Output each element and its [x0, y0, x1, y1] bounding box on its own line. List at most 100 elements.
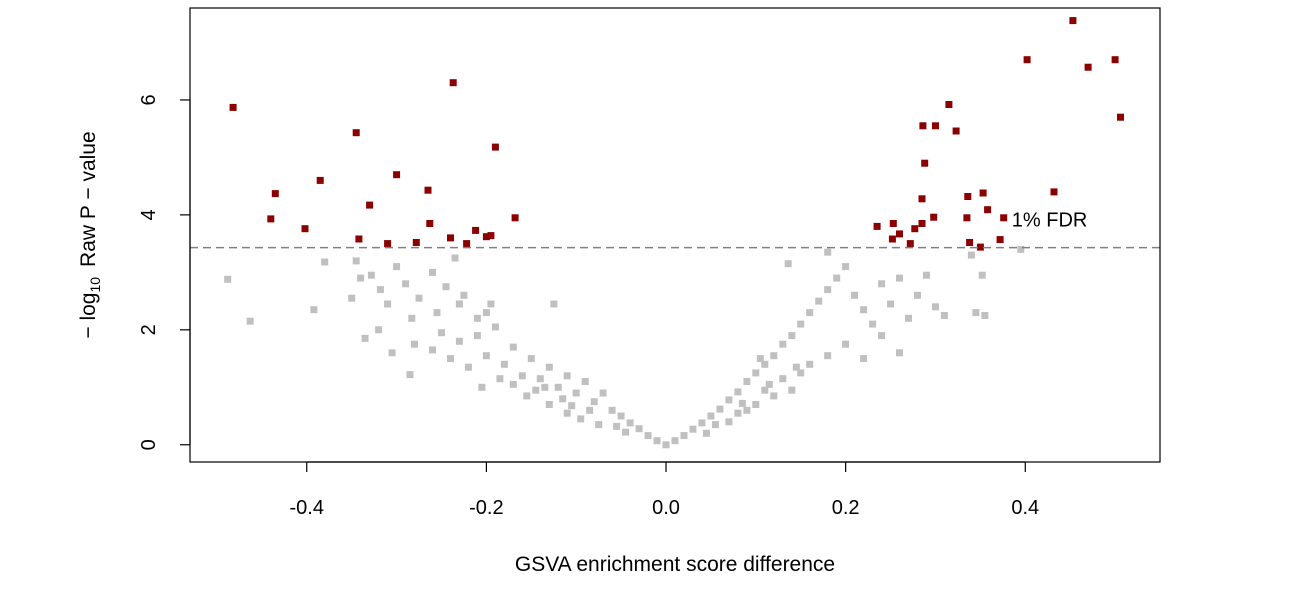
background-point [711, 421, 719, 429]
significant-point [1050, 188, 1058, 196]
background-point [878, 280, 886, 288]
background-point [451, 254, 459, 262]
significant-point [921, 159, 929, 167]
background-point [482, 309, 490, 317]
background-point [923, 271, 930, 279]
background-point [734, 409, 742, 417]
background-point [761, 386, 769, 394]
background-point [860, 355, 868, 363]
background-point [770, 352, 778, 360]
y-tick-label: 0 [138, 439, 160, 450]
significant-point [271, 190, 279, 198]
background-point [496, 375, 504, 383]
background-point [725, 418, 733, 426]
background-point [878, 332, 886, 340]
background-point [361, 334, 369, 342]
significant-point [447, 234, 454, 242]
background-point [725, 396, 733, 404]
background-point [914, 291, 921, 299]
background-point [734, 388, 742, 396]
significant-point [918, 195, 926, 203]
significant-point [984, 206, 992, 214]
y-axis-label-suffix: Raw P − value [77, 131, 100, 267]
background-point [473, 314, 481, 322]
background-point [653, 437, 661, 445]
background-point [433, 309, 441, 317]
background-point [779, 375, 787, 383]
background-point [626, 419, 634, 427]
background-point [617, 412, 625, 420]
background-point [438, 329, 445, 337]
background-point [406, 371, 414, 379]
significant-point [1023, 56, 1031, 64]
background-point [545, 401, 553, 408]
significant-point [1084, 63, 1092, 71]
significant-point [366, 201, 374, 209]
background-point [622, 428, 630, 436]
background-point [321, 258, 329, 266]
significant-point [316, 176, 324, 184]
background-point [563, 409, 571, 417]
background-point [788, 386, 796, 394]
background-point [662, 441, 670, 449]
background-point [568, 402, 576, 410]
significant-point [482, 233, 490, 241]
background-point [752, 369, 760, 377]
background-points-layer [224, 245, 1025, 449]
background-point [384, 300, 392, 308]
significant-point [1000, 214, 1008, 222]
background-point [509, 380, 517, 388]
plot-frame [189, 7, 1161, 463]
significant-point [412, 239, 420, 246]
significant-point [906, 240, 914, 248]
background-point [532, 386, 540, 394]
background-point [981, 312, 989, 319]
significant-point [355, 235, 363, 243]
background-point [743, 378, 751, 385]
background-point [415, 294, 423, 302]
background-point [765, 380, 773, 388]
background-point [518, 372, 526, 380]
background-point [577, 415, 585, 423]
significant-point [393, 171, 401, 179]
background-point [491, 323, 499, 331]
background-point [940, 312, 948, 319]
background-point [707, 412, 715, 420]
background-point [833, 274, 841, 282]
y-tick-label: 4 [138, 209, 160, 220]
background-point [590, 398, 598, 406]
significant-point [491, 143, 499, 151]
significant-point [487, 232, 495, 240]
background-point [860, 306, 868, 314]
background-point [806, 309, 814, 317]
significant-point [932, 122, 939, 130]
background-point [310, 306, 318, 314]
background-point [680, 432, 688, 440]
background-point [761, 360, 769, 368]
background-point [788, 332, 796, 340]
background-point [599, 389, 607, 397]
background-point [842, 340, 850, 348]
significant-point [896, 230, 903, 238]
background-point [563, 372, 571, 380]
background-point [554, 383, 562, 391]
background-point [509, 343, 517, 351]
background-point [752, 401, 760, 408]
significant-point [229, 103, 237, 111]
background-point [756, 355, 764, 363]
background-point [581, 378, 589, 385]
significant-point [463, 240, 471, 248]
y-axis: 0 2 4 6 [138, 94, 191, 450]
x-tick-label: -0.4 [290, 497, 324, 519]
x-axis-label: GSVA enrichment score difference [515, 553, 835, 576]
background-point [738, 399, 746, 407]
significant-point [979, 189, 987, 197]
x-tick-label: 0.2 [832, 497, 860, 519]
background-point [429, 346, 436, 354]
background-point [896, 349, 903, 357]
significant-point [1117, 113, 1124, 121]
background-point [455, 300, 463, 308]
significant-point [511, 214, 519, 222]
x-axis: -0.4 -0.2 0.0 0.2 0.4 [290, 461, 1039, 519]
background-point [779, 340, 787, 348]
